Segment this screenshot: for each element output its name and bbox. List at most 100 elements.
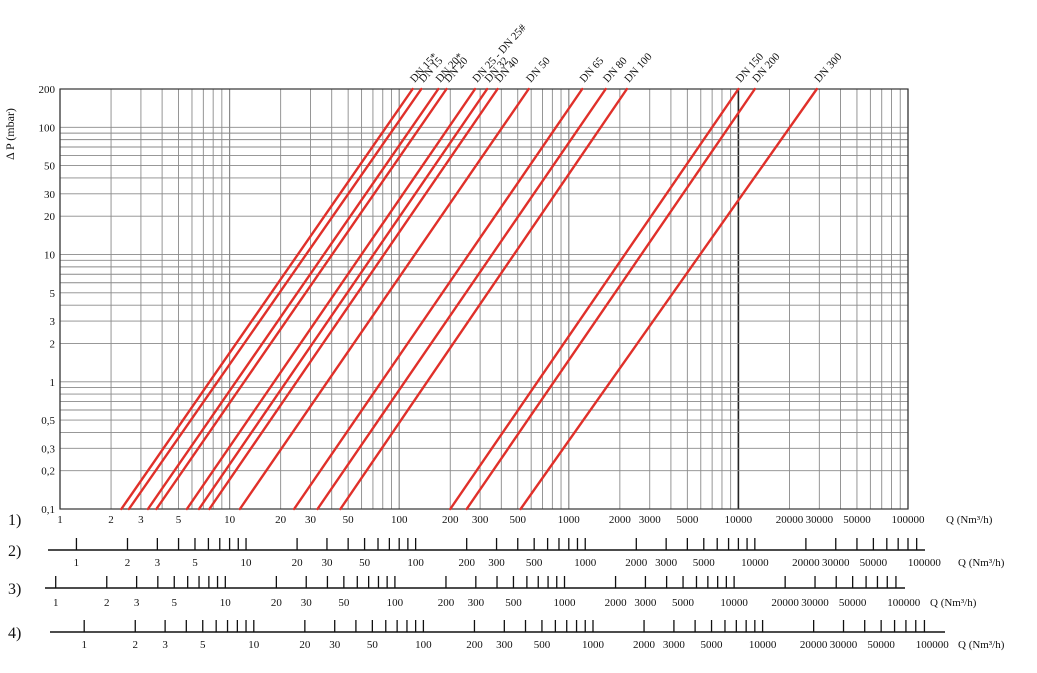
x-tick-label: 2000 bbox=[609, 514, 632, 526]
y-tick-label: 20 bbox=[44, 211, 56, 223]
scale-tick-label: 50000 bbox=[860, 557, 888, 569]
scale-tick-label: 20 bbox=[299, 639, 311, 651]
scale-tick-label: 30 bbox=[329, 639, 341, 651]
scale-tick-label: 5 bbox=[200, 639, 206, 651]
x-tick-label: 2 bbox=[108, 514, 114, 526]
scale-tick-label: 10 bbox=[220, 597, 232, 609]
scale-tick-label: 10 bbox=[248, 639, 260, 651]
x-tick-label: 3 bbox=[138, 514, 144, 526]
scale-tick-label: 10 bbox=[241, 557, 253, 569]
scale-tick-label: 1000 bbox=[582, 639, 605, 651]
scale-tick-label: 3000 bbox=[663, 639, 686, 651]
series-label: DN 300 bbox=[812, 50, 845, 85]
scale-tick-label: 2 bbox=[125, 557, 131, 569]
scale-tick-label: 20000 bbox=[800, 639, 828, 651]
series-line bbox=[197, 87, 489, 511]
series-line bbox=[208, 87, 499, 511]
scale-tick-label: 10000 bbox=[741, 557, 769, 569]
y-tick-labels: 200 100 50 30 20 10 5 3 2 1 0,5 0,3 0,2 0,1 bbox=[39, 84, 56, 516]
scale-tick-label: 5000 bbox=[672, 597, 695, 609]
scale-tick-label: 50000 bbox=[867, 639, 895, 651]
scale-tick-label: 5 bbox=[192, 557, 198, 569]
scale-unit-label: Q (Nm³/h) bbox=[930, 597, 977, 609]
series-line bbox=[120, 87, 414, 511]
series-line bbox=[155, 87, 448, 511]
scale-tick-label: 3 bbox=[162, 639, 168, 651]
series-line bbox=[127, 87, 423, 511]
y-tick-label: 30 bbox=[44, 189, 56, 201]
y-tick-label: 3 bbox=[50, 316, 56, 328]
scale-tick-label: 500 bbox=[526, 557, 543, 569]
x-tick-label: 50000 bbox=[843, 514, 871, 526]
scale-tick-label: 500 bbox=[534, 639, 551, 651]
scale-row: 1 2 3 5 10 20 30 50 100 200 300 500 1000 2000 3000 5000… bbox=[8, 620, 1005, 651]
x-tick-label: 100000 bbox=[892, 514, 926, 526]
x-tick-label: 20000 bbox=[776, 514, 804, 526]
y-tick-label: 100 bbox=[39, 122, 56, 134]
series-line bbox=[316, 87, 607, 511]
scale-row: 1 2 3 5 10 20 30 50 100 200 300 500 1000 2000 3000 5000… bbox=[8, 576, 977, 609]
x-tick-label: 10000 bbox=[725, 514, 753, 526]
series-line bbox=[449, 87, 740, 511]
x-tick-label: 300 bbox=[472, 514, 489, 526]
y-tick-label: 1 bbox=[50, 377, 56, 389]
x-tick-labels: 1 2 3 5 10 20 30 50 100 200 300 500 1000 2000 3000 5000… bbox=[8, 512, 925, 529]
scale-tick-label: 1 bbox=[74, 557, 80, 569]
scale-tick-label: 30000 bbox=[801, 597, 829, 609]
scale-tick-label: 3000 bbox=[655, 557, 678, 569]
x-tick-label: 5000 bbox=[676, 514, 699, 526]
scale-tick-label: 300 bbox=[496, 639, 513, 651]
series-label: DN 100 bbox=[622, 50, 655, 85]
scale-tick-label: 1 bbox=[53, 597, 59, 609]
x-tick-label: 20 bbox=[275, 514, 287, 526]
x-tick-label: 1000 bbox=[558, 514, 581, 526]
y-tick-label: 0,5 bbox=[41, 415, 55, 427]
scale-tick-label: 500 bbox=[505, 597, 522, 609]
scale-row-label: 2) bbox=[8, 543, 21, 560]
y-axis-label: Δ P (mbar) bbox=[3, 108, 17, 160]
scale-tick-label: 3 bbox=[155, 557, 161, 569]
y-tick-label: 50 bbox=[44, 161, 56, 173]
series-line bbox=[465, 87, 757, 511]
y-tick-label: 5 bbox=[50, 288, 56, 300]
scale-tick-label: 3000 bbox=[634, 597, 657, 609]
scale-tick-label: 2000 bbox=[625, 557, 648, 569]
scale-tick-label: 1000 bbox=[554, 597, 577, 609]
scale-tick-label: 50 bbox=[338, 597, 350, 609]
series-line bbox=[519, 87, 819, 511]
scale-tick-label: 20 bbox=[292, 557, 304, 569]
y-tick-label: 200 bbox=[39, 84, 56, 96]
scale-tick-label: 10000 bbox=[749, 639, 777, 651]
scale-tick-label: 5000 bbox=[693, 557, 716, 569]
scale-row-label: 3) bbox=[8, 581, 21, 598]
scale-tick-label: 20 bbox=[271, 597, 283, 609]
scale-tick-label: 50000 bbox=[839, 597, 867, 609]
series-lines bbox=[120, 87, 819, 511]
y-tick-label: 0,3 bbox=[41, 443, 55, 455]
x-tick-label: 100 bbox=[391, 514, 408, 526]
scale-row: 1 2 3 5 10 20 30 50 100 200 300 500 1000 2000 3000 5000… bbox=[8, 538, 1005, 569]
scale-tick-label: 100 bbox=[387, 597, 404, 609]
y-tick-label: 10 bbox=[44, 250, 56, 262]
scale-tick-label: 30 bbox=[301, 597, 313, 609]
series-line bbox=[238, 87, 530, 511]
x-tick-label: 5 bbox=[176, 514, 182, 526]
x-tick-label: 30000 bbox=[806, 514, 834, 526]
x-tick-label: 30 bbox=[305, 514, 317, 526]
scale-tick-label: 2 bbox=[104, 597, 110, 609]
scale-tick-label: 30 bbox=[321, 557, 333, 569]
auxiliary-scales: 1 2 3 5 10 20 30 50 100 200 300 500 1000 2000 3000 5000… bbox=[8, 538, 1005, 651]
scale-tick-label: 100000 bbox=[908, 557, 942, 569]
scale-tick-label: 100 bbox=[415, 639, 432, 651]
x-tick-label: 50 bbox=[343, 514, 355, 526]
scale-tick-label: 5000 bbox=[701, 639, 724, 651]
x-tick-label: 1 bbox=[57, 514, 63, 526]
y-tick-label: 0,1 bbox=[41, 504, 55, 516]
scale-tick-label: 300 bbox=[468, 597, 485, 609]
scale-tick-label: 1000 bbox=[574, 557, 597, 569]
series-line bbox=[185, 87, 477, 511]
x-tick-label: 3000 bbox=[639, 514, 662, 526]
scale-tick-label: 100 bbox=[407, 557, 424, 569]
scale-tick-label: 20000 bbox=[792, 557, 820, 569]
